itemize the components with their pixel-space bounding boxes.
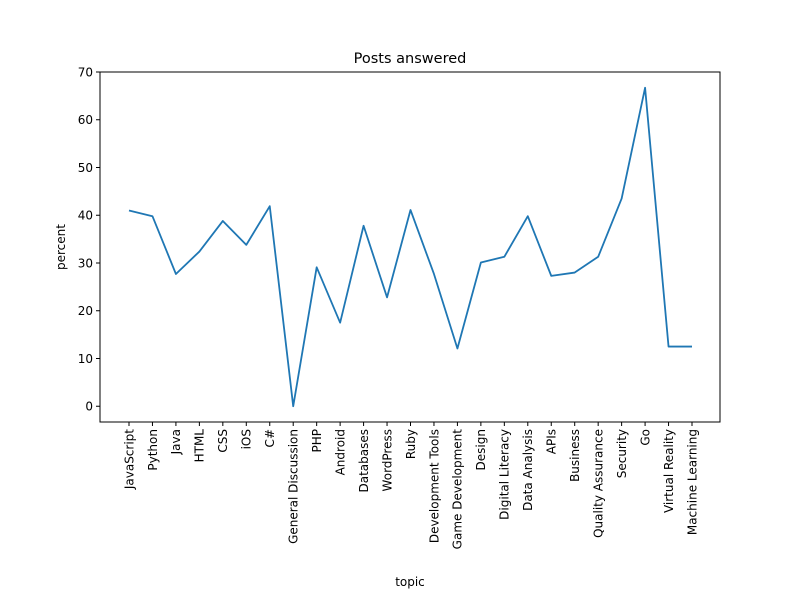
x-tick-label: APIs — [545, 429, 559, 454]
x-tick-label: Digital Literacy — [498, 429, 512, 520]
x-tick-label: Android — [333, 429, 347, 475]
y-tick-label: 10 — [78, 352, 93, 366]
x-tick-label: Ruby — [404, 429, 418, 459]
x-tick-label: CSS — [216, 429, 230, 453]
series-line — [128, 86, 692, 408]
x-tick-label: Java — [169, 429, 183, 455]
x-tick-label: Development Tools — [427, 429, 441, 543]
x-tick-label: C# — [263, 429, 277, 447]
x-tick-label: Data Analysis — [521, 429, 535, 511]
x-tick-label: Python — [146, 429, 160, 471]
x-tick-label: PHP — [310, 429, 324, 453]
y-axis: 0 10 20 30 40 50 60 70 — [78, 65, 100, 414]
y-tick-label: 60 — [78, 113, 93, 127]
plot-frame — [99, 71, 721, 423]
x-axis-label: topic — [395, 575, 425, 589]
y-tick-label: 20 — [78, 304, 93, 318]
x-tick-label: Databases — [357, 429, 371, 493]
x-tick-label: Business — [568, 429, 582, 482]
x-tick-label: WordPress — [380, 429, 394, 491]
x-tick-label: Machine Learning — [685, 429, 699, 535]
y-tick-label: 30 — [78, 256, 93, 270]
x-tick-label: Virtual Reality — [662, 429, 676, 513]
y-axis-label: percent — [54, 224, 68, 270]
x-tick-label: Security — [615, 429, 629, 478]
x-axis: JavaScript Python Java HTML CSS iOS C# General … — [122, 422, 699, 549]
y-tick-label: 0 — [85, 400, 93, 414]
x-tick-label: General Discussion — [287, 429, 301, 544]
x-tick-label: iOS — [240, 429, 254, 449]
x-tick-label: HTML — [193, 429, 207, 463]
y-tick-label: 40 — [78, 209, 93, 223]
y-tick-label: 50 — [78, 161, 93, 175]
x-tick-label: Go — [638, 429, 652, 446]
chart-title: Posts answered — [354, 51, 467, 67]
x-tick-label: JavaScript — [122, 429, 136, 490]
x-tick-label: Game Development — [451, 429, 465, 550]
x-tick-label: Design — [474, 429, 488, 470]
y-tick-label: 70 — [78, 65, 93, 79]
x-tick-label: Quality Assurance — [591, 429, 605, 538]
